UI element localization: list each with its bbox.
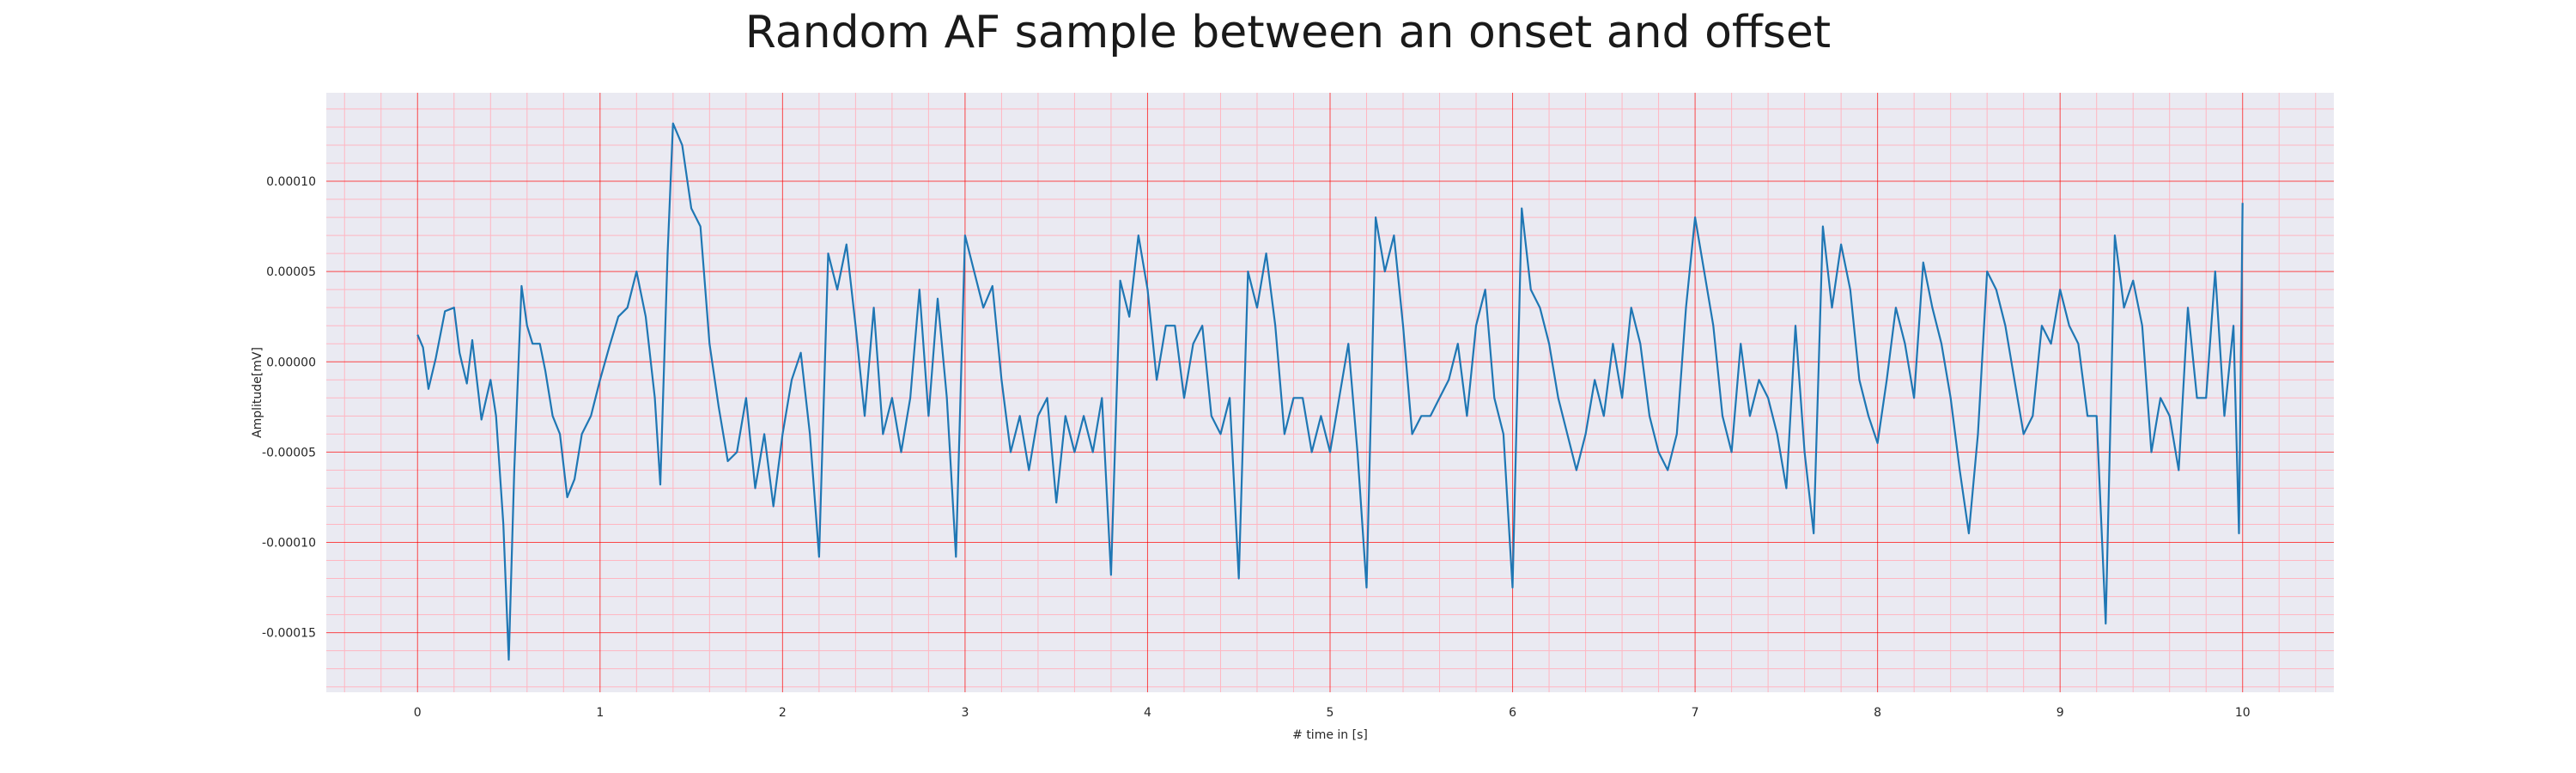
x-tick-label: 3	[961, 706, 969, 720]
x-tick-label: 8	[1874, 706, 1881, 720]
y-axis-ticks: -0.00015 -0.00010 -0.00005 0.00000 0.00005 0.…	[262, 175, 316, 641]
x-tick-label: 9	[2057, 706, 2064, 720]
y-tick-label: -0.00015	[262, 627, 316, 641]
y-tick-label: 0.00005	[266, 265, 316, 279]
x-axis-ticks: 0 1 2 3 4 5 6 7 8 9 10	[414, 706, 2251, 720]
x-tick-label: 5	[1327, 706, 1334, 720]
series-layer	[416, 122, 2244, 661]
x-tick-label: 7	[1692, 706, 1699, 720]
x-tick-label: 2	[779, 706, 787, 720]
series-line-0	[416, 122, 2244, 661]
y-tick-label: 0.00000	[266, 356, 316, 369]
x-tick-label: 1	[596, 706, 604, 720]
y-axis-label: Amplitude[mV]	[251, 347, 264, 438]
x-tick-label: 4	[1144, 706, 1151, 720]
y-tick-label: -0.00005	[262, 446, 316, 460]
x-tick-label: 0	[414, 706, 422, 720]
y-tick-label: 0.00010	[266, 175, 316, 189]
x-tick-label: 10	[2235, 706, 2251, 720]
x-tick-label: 6	[1509, 706, 1516, 720]
chart-title: Random AF sample between an onset and of…	[744, 7, 1832, 58]
y-tick-label: -0.00010	[262, 537, 316, 551]
x-axis-label: # time in [s]	[1292, 728, 1368, 742]
